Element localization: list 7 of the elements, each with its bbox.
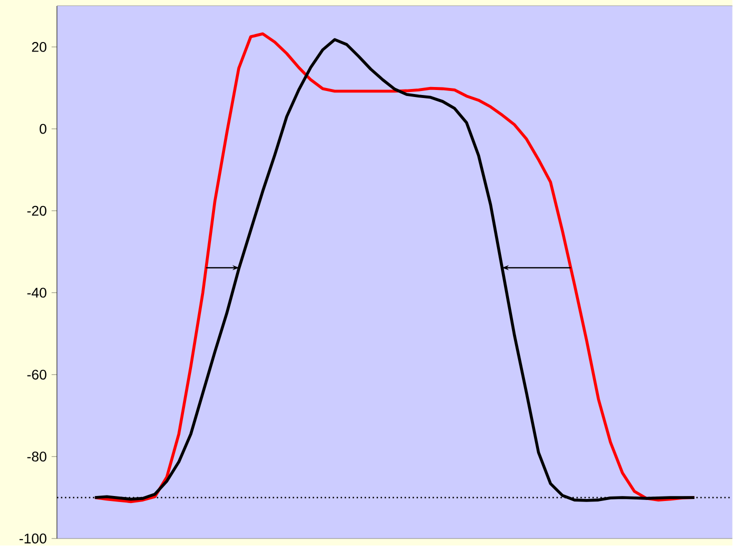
y-tick-label: 0: [40, 124, 46, 134]
y-tick-label: -80: [27, 452, 46, 462]
y-tick-label: 20: [32, 42, 46, 52]
y-tick-label: -60: [27, 370, 46, 380]
y-tick-label: -100: [20, 534, 46, 544]
y-tick-label: -40: [27, 288, 46, 298]
y-tick-label: -20: [27, 206, 46, 216]
